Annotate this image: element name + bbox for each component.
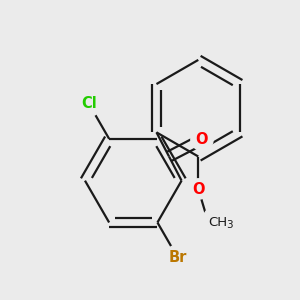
Text: Cl: Cl: [81, 96, 97, 111]
Text: CH: CH: [208, 216, 228, 229]
Circle shape: [76, 90, 102, 116]
Circle shape: [191, 128, 213, 151]
Circle shape: [202, 204, 239, 242]
Text: O: O: [192, 182, 205, 196]
Text: 3: 3: [226, 220, 233, 230]
Circle shape: [188, 179, 208, 199]
Text: O: O: [196, 132, 208, 147]
Circle shape: [165, 245, 191, 271]
Text: Br: Br: [169, 250, 187, 266]
